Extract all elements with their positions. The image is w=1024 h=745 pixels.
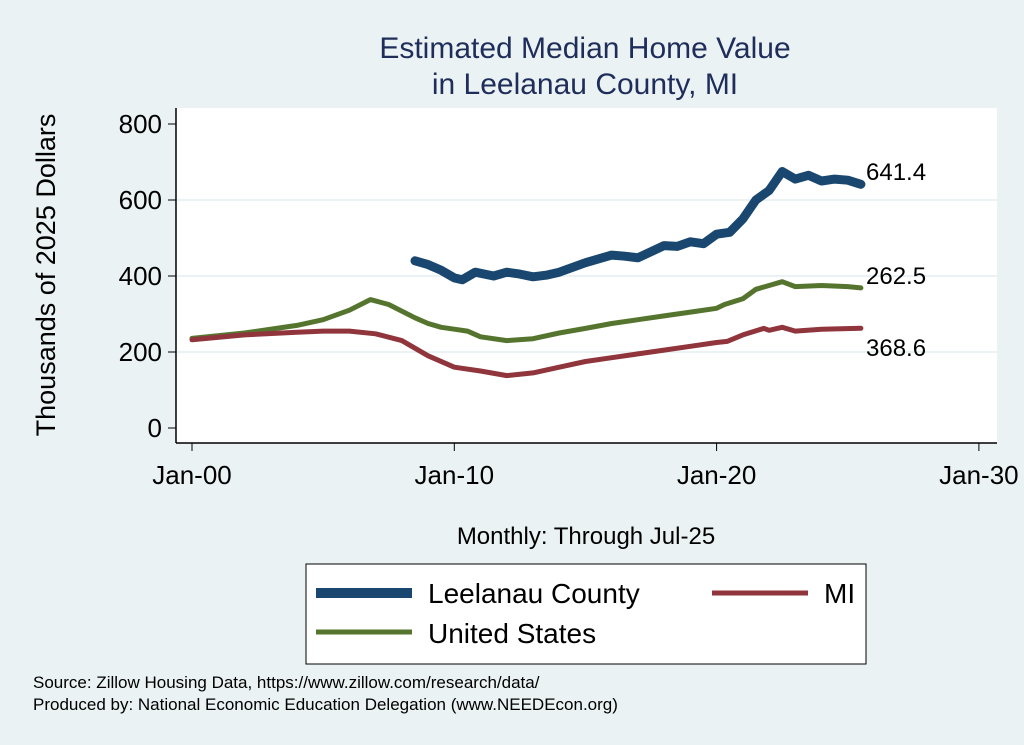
series-line-united-states bbox=[189, 279, 864, 344]
legend-label-leelanau: Leelanau County bbox=[428, 578, 640, 609]
legend-label-us: United States bbox=[428, 618, 596, 649]
y-tick-label: 400 bbox=[119, 261, 162, 291]
series-line-leelanau-county bbox=[410, 167, 866, 285]
end-value-label: 368.6 bbox=[866, 335, 926, 362]
end-value-label: 641.4 bbox=[866, 159, 926, 186]
x-tick-label: Jan-00 bbox=[152, 460, 232, 490]
x-tick-label: Jan-10 bbox=[415, 460, 495, 490]
y-tick-label: 200 bbox=[119, 337, 162, 367]
y-tick-label: 0 bbox=[148, 413, 162, 443]
series-line-mi bbox=[189, 324, 864, 379]
legend bbox=[305, 563, 867, 665]
x-tick-label: Jan-30 bbox=[939, 460, 1019, 490]
y-tick-label: 600 bbox=[119, 185, 162, 215]
chart-title-line1: Estimated Median Home Value bbox=[379, 32, 790, 65]
chart-title-line2: in Leelanau County, MI bbox=[432, 68, 738, 101]
y-tick-label: 800 bbox=[119, 109, 162, 139]
legend-label-mi: MI bbox=[824, 578, 855, 609]
y-axis-label: Thousands of 2025 Dollars bbox=[31, 114, 61, 437]
producer-note: Produced by: National Economic Education… bbox=[33, 695, 618, 714]
x-tick-label: Jan-20 bbox=[677, 460, 757, 490]
end-value-label: 262.5 bbox=[866, 263, 926, 290]
x-axis-label: Monthly: Through Jul-25 bbox=[457, 523, 715, 550]
source-note: Source: Zillow Housing Data, https://www… bbox=[33, 673, 540, 692]
